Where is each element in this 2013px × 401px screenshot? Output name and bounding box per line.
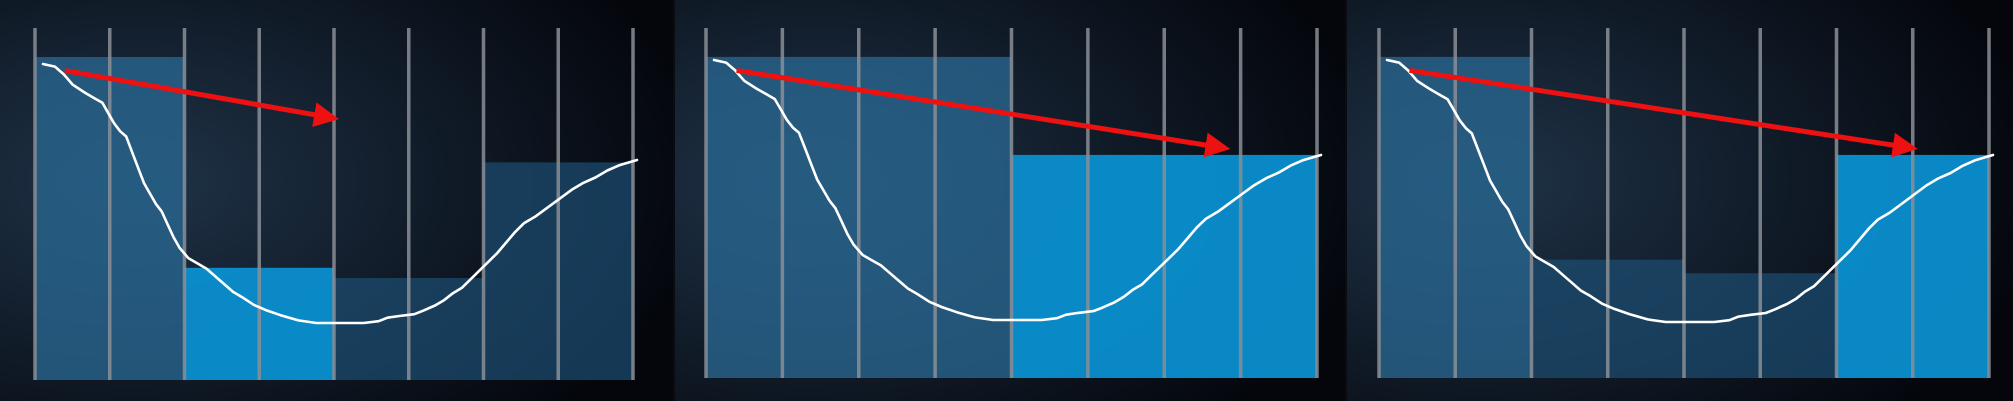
valley-curve [712,58,1323,322]
red-arrow [64,68,339,128]
valley-curve [41,62,639,325]
panel-gap [1345,0,1347,401]
red-arrow [736,67,1231,158]
panel-3 [1347,0,2013,401]
panel-2-svg [675,0,1345,401]
valley-curve [1385,58,1995,324]
panel-3-svg [1347,0,2013,401]
panel-2 [675,0,1345,401]
panel-1-svg [0,0,673,401]
panel-gap [673,0,675,401]
panel-1 [0,0,673,401]
red-arrow [1409,67,1918,158]
